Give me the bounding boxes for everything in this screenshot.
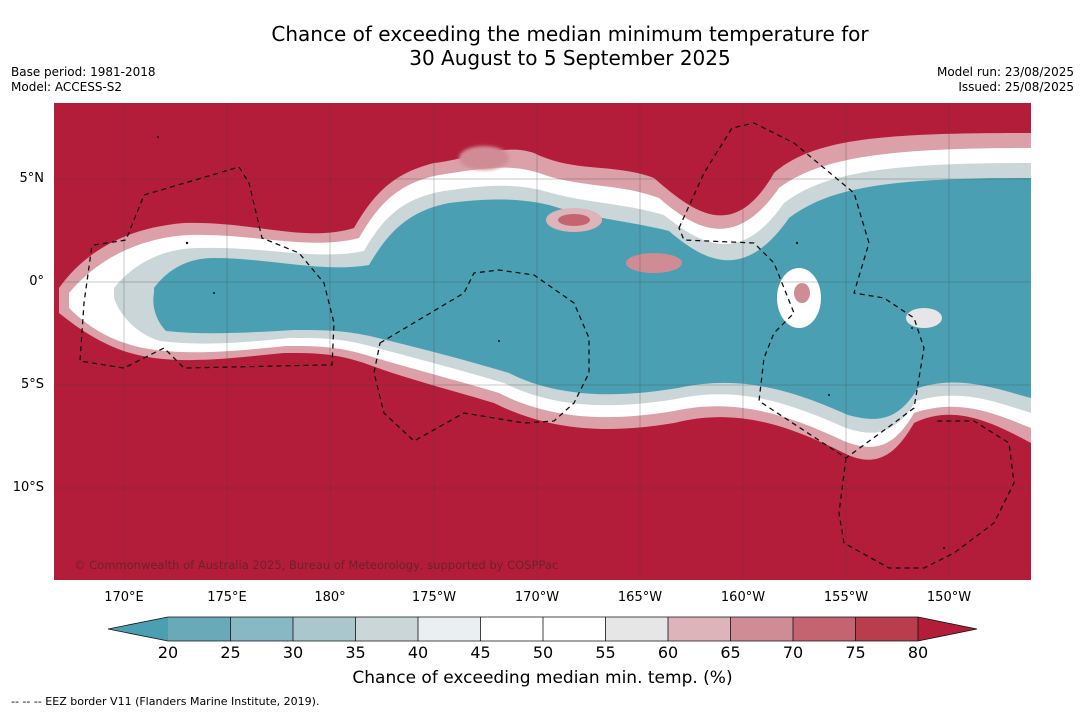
base-period: Base period: 1981-2018 xyxy=(11,65,156,79)
island xyxy=(157,136,159,138)
colorbar-bin-40-45 xyxy=(418,617,481,641)
lat-label-5n: 5°N xyxy=(19,171,45,186)
eez-borders xyxy=(79,122,1015,569)
colorbar-bin-45-50 xyxy=(480,617,543,641)
lon-label-175e: 175°E xyxy=(207,590,247,605)
graticule xyxy=(54,103,1031,580)
lat-label-0: 0° xyxy=(29,274,44,289)
meta-right: Model run: 23/08/2025 Issued: 25/08/2025 xyxy=(937,65,1074,95)
map-panel xyxy=(54,103,1031,580)
island xyxy=(828,394,830,396)
colorbar-tick-50: 50 xyxy=(532,643,554,662)
colorbar-outline xyxy=(108,616,978,642)
colorbar xyxy=(108,616,978,642)
colorbar-tick-35: 35 xyxy=(345,643,366,662)
island xyxy=(185,241,189,245)
lon-label-180: 180° xyxy=(314,590,346,605)
eez-footnote: -- -- -- EEZ border V11 (Flanders Marine… xyxy=(11,695,320,708)
colorbar-bin-30-35 xyxy=(293,617,356,641)
eez-southeast xyxy=(838,420,1015,569)
colorbar-bin-55-60 xyxy=(605,617,668,641)
colorbar-bin-65-70 xyxy=(730,617,793,641)
colorbar-tick-75: 75 xyxy=(845,643,866,662)
colorbar-label: Chance of exceeding median min. temp. (%… xyxy=(352,668,733,688)
colorbar-bin-20-25 xyxy=(168,617,231,641)
island xyxy=(498,340,500,342)
lon-label-150w: 150°W xyxy=(926,590,972,605)
model-run: Model run: 23/08/2025 xyxy=(936,65,1074,79)
colorbar-tick-45: 45 xyxy=(470,643,491,662)
colorbar-bin-25-30 xyxy=(230,617,293,641)
colorbar-above-arrow xyxy=(918,617,977,641)
island xyxy=(213,292,215,294)
warm-fringe-north xyxy=(459,146,509,170)
lon-label-175w: 175°W xyxy=(411,590,457,605)
island xyxy=(911,327,913,329)
lat-label-5s: 5°S xyxy=(20,377,44,392)
colorbar-bin-50-55 xyxy=(543,617,606,641)
title-line-1: Chance of exceeding the median minimum t… xyxy=(271,22,869,46)
colorbar-tick-80: 80 xyxy=(907,643,929,662)
map-svg xyxy=(54,103,1031,580)
model-name: Model: ACCESS-S2 xyxy=(11,80,123,94)
warm-patch-mid xyxy=(626,253,682,273)
islands xyxy=(157,136,945,549)
lon-label-155w: 155°W xyxy=(823,590,869,605)
colorbar-bin-75-80 xyxy=(855,617,918,641)
colorbar-tick-25: 25 xyxy=(220,643,241,662)
colorbar-below-arrow xyxy=(108,617,168,641)
probability-field xyxy=(59,133,1031,460)
colorbar-dividers xyxy=(108,616,978,642)
warm-patch-core xyxy=(558,214,590,226)
meta-left: Base period: 1981-2018 Model: ACCESS-S2 xyxy=(11,65,156,95)
colorbar-tick-40: 40 xyxy=(407,643,429,662)
colorbar-tick-55: 55 xyxy=(595,643,616,662)
band-teal-core xyxy=(153,178,1031,419)
eez-central xyxy=(373,269,590,442)
colorbar-tick-65: 65 xyxy=(720,643,741,662)
title-line-2: 30 August to 5 September 2025 xyxy=(409,46,731,70)
colorbar-tick-70: 70 xyxy=(782,643,804,662)
island xyxy=(795,241,799,245)
colorbar-tick-30: 30 xyxy=(282,643,304,662)
copyright-credit: © Commonwealth of Australia 2025, Bureau… xyxy=(74,558,559,572)
lon-label-170e: 170°E xyxy=(104,590,144,605)
colorbar-bin-70-75 xyxy=(793,617,856,641)
pale-patch-southeast xyxy=(906,308,942,328)
lon-label-170w: 170°W xyxy=(514,590,560,605)
colorbar-bin-35-40 xyxy=(355,617,418,641)
eez-west xyxy=(79,166,335,369)
lon-label-160w: 160°W xyxy=(720,590,766,605)
lat-label-10s: 10°S xyxy=(12,480,44,495)
warm-patch-east xyxy=(794,283,810,303)
colorbar-bin-60-65 xyxy=(668,617,731,641)
map-title: Chance of exceeding the median minimum t… xyxy=(0,22,1085,70)
issued-date: Issued: 25/08/2025 xyxy=(958,80,1074,94)
island xyxy=(943,547,945,549)
colorbar-tick-20: 20 xyxy=(157,643,179,662)
colorbar-tick-60: 60 xyxy=(657,643,679,662)
lon-label-165w: 165°W xyxy=(617,590,663,605)
